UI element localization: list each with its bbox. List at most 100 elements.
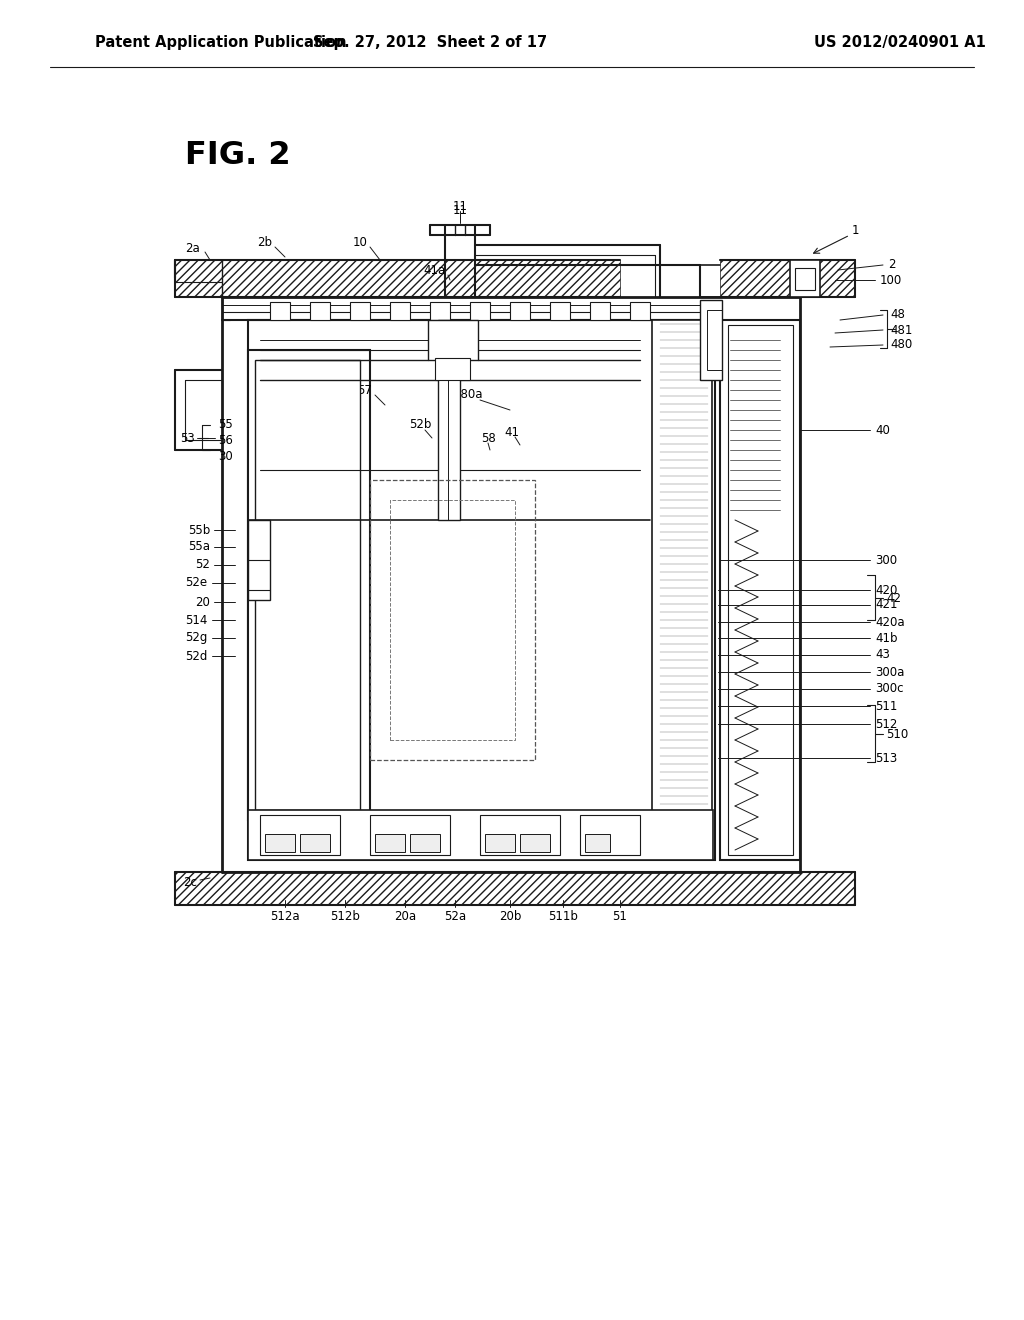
Bar — [260, 814, 340, 855]
Text: 511: 511 — [874, 700, 897, 713]
Text: 11: 11 — [453, 203, 468, 216]
Bar — [350, 302, 370, 319]
Text: 420a: 420a — [874, 615, 904, 628]
Bar — [652, 319, 712, 861]
Text: 52a: 52a — [444, 911, 466, 924]
Text: 58: 58 — [480, 432, 496, 445]
Text: 52g: 52g — [184, 631, 207, 644]
Bar — [248, 319, 715, 861]
Text: 100: 100 — [880, 273, 902, 286]
Text: 50: 50 — [288, 400, 302, 413]
Text: 41b: 41b — [874, 631, 897, 644]
Text: 2c: 2c — [183, 875, 197, 888]
Text: 420: 420 — [874, 583, 897, 597]
Text: 300c: 300c — [874, 682, 903, 696]
Bar — [510, 302, 530, 319]
Text: 43: 43 — [874, 648, 890, 661]
Bar — [410, 834, 440, 851]
Bar — [707, 310, 722, 370]
Text: 301: 301 — [275, 458, 297, 471]
Text: 55b: 55b — [187, 524, 210, 536]
Text: 510: 510 — [886, 727, 908, 741]
Bar — [550, 302, 570, 319]
Bar — [390, 500, 515, 741]
Bar — [590, 302, 610, 319]
Text: 11: 11 — [453, 201, 468, 214]
Text: 481: 481 — [890, 323, 912, 337]
Text: 55a: 55a — [188, 540, 210, 553]
Text: 48: 48 — [890, 309, 905, 322]
Bar — [438, 319, 460, 520]
Bar — [248, 520, 270, 601]
Bar — [480, 814, 560, 855]
Bar — [390, 302, 410, 319]
Bar — [300, 834, 330, 851]
Bar — [175, 873, 855, 906]
Text: 512: 512 — [874, 718, 897, 730]
Text: 511b: 511b — [548, 911, 578, 924]
Text: 2: 2 — [888, 259, 896, 272]
Text: 53: 53 — [180, 432, 195, 445]
Text: 20a: 20a — [394, 911, 416, 924]
Bar — [795, 268, 815, 290]
Text: 300a: 300a — [874, 665, 904, 678]
Bar — [720, 260, 855, 297]
Text: 20b: 20b — [499, 911, 521, 924]
Bar — [370, 814, 450, 855]
Bar — [630, 302, 650, 319]
Bar — [585, 834, 610, 851]
Text: 56: 56 — [218, 433, 232, 446]
Bar — [435, 358, 470, 380]
Text: 52b: 52b — [409, 418, 431, 432]
Text: 52: 52 — [196, 558, 210, 572]
Bar — [175, 260, 620, 297]
Text: 513: 513 — [874, 751, 897, 764]
Bar — [728, 325, 793, 855]
Bar — [370, 480, 535, 760]
Bar — [310, 302, 330, 319]
Text: 51: 51 — [612, 911, 628, 924]
Text: 52d: 52d — [184, 649, 207, 663]
Bar — [375, 834, 406, 851]
Text: 421: 421 — [874, 598, 897, 611]
Text: 480a: 480a — [454, 388, 482, 401]
Text: 57: 57 — [357, 384, 373, 396]
Text: 41a: 41a — [424, 264, 446, 276]
Bar — [248, 810, 713, 861]
Text: 30: 30 — [218, 450, 232, 463]
Text: 512a: 512a — [270, 911, 300, 924]
Text: 480: 480 — [890, 338, 912, 351]
Bar — [430, 302, 450, 319]
Text: Patent Application Publication: Patent Application Publication — [95, 34, 346, 49]
Bar — [258, 366, 356, 805]
Bar — [720, 319, 800, 861]
Text: 10: 10 — [352, 235, 368, 248]
Text: 40: 40 — [874, 424, 890, 437]
Text: Sep. 27, 2012  Sheet 2 of 17: Sep. 27, 2012 Sheet 2 of 17 — [313, 34, 547, 49]
Bar — [255, 360, 360, 810]
Text: 42: 42 — [886, 591, 901, 605]
Text: 20: 20 — [196, 595, 210, 609]
Bar — [580, 814, 640, 855]
Bar — [700, 300, 722, 380]
Bar — [658, 325, 706, 855]
Bar — [428, 319, 478, 360]
Text: 55: 55 — [218, 418, 232, 432]
Bar — [520, 834, 550, 851]
Bar — [790, 260, 820, 297]
Text: 512b: 512b — [330, 911, 360, 924]
Text: 2a: 2a — [184, 242, 200, 255]
Text: 300: 300 — [874, 553, 897, 566]
Bar — [270, 302, 290, 319]
Bar — [265, 834, 295, 851]
Text: 41: 41 — [505, 425, 519, 438]
Text: US 2012/0240901 A1: US 2012/0240901 A1 — [814, 34, 986, 49]
Text: 1: 1 — [851, 223, 859, 236]
Bar — [470, 302, 490, 319]
Text: 2b: 2b — [257, 235, 272, 248]
Text: FIG. 2: FIG. 2 — [185, 140, 291, 170]
Text: 52e: 52e — [185, 577, 207, 590]
Bar — [485, 834, 515, 851]
Text: 514: 514 — [184, 614, 207, 627]
Bar — [248, 350, 370, 820]
